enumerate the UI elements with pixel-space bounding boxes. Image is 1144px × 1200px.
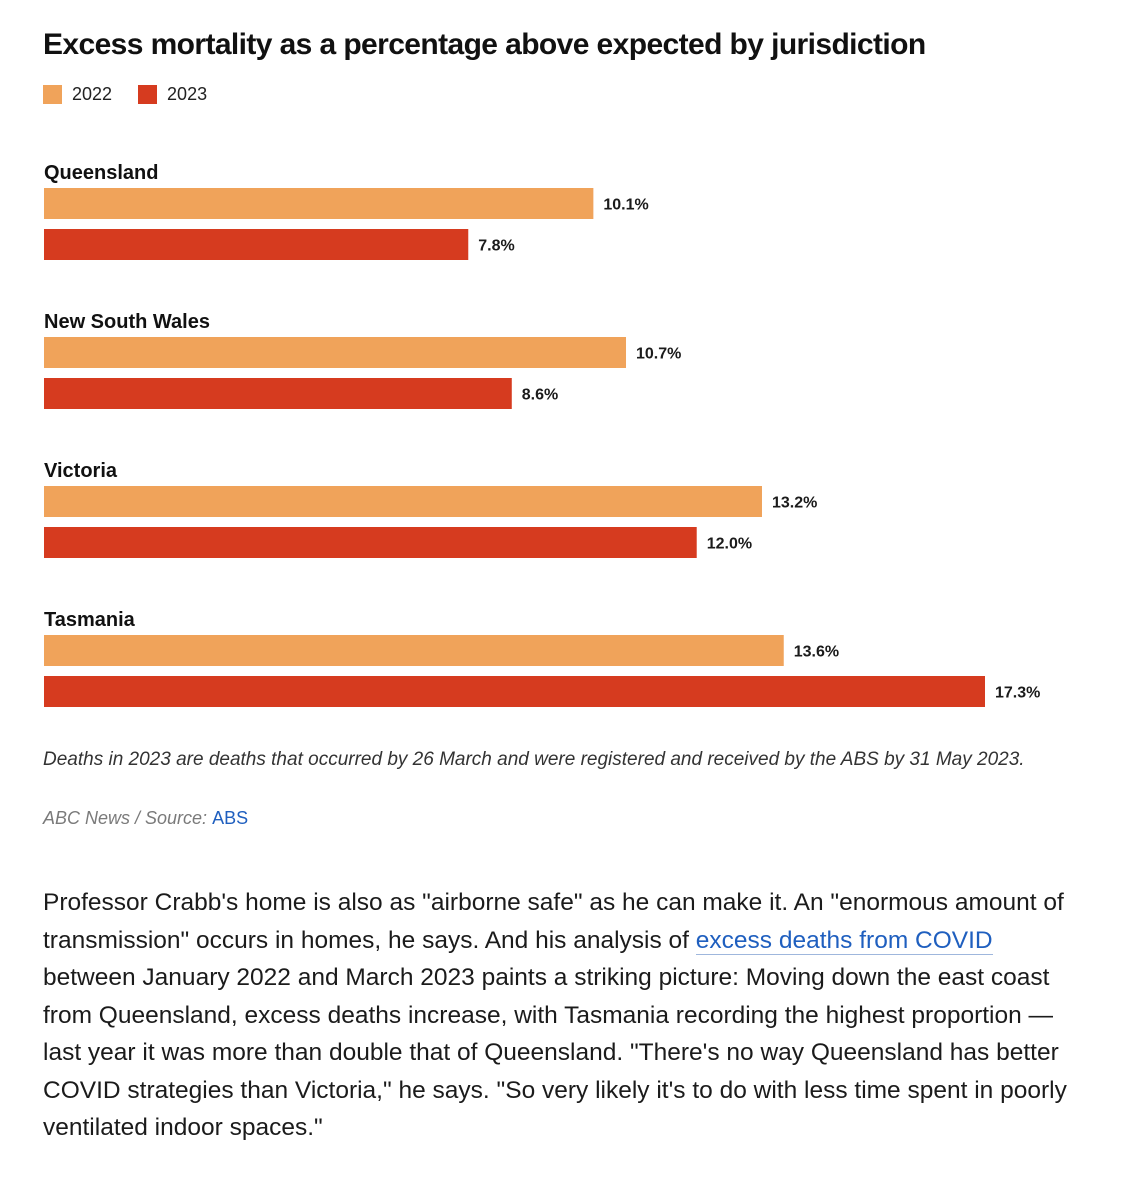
- bar-2022: [44, 486, 762, 517]
- value-label: 13.6%: [794, 644, 839, 661]
- credit-text: ABC News / Source:: [43, 808, 213, 828]
- bar-chart: Queensland 10.1% 7.8% New South Wales 10.7% 8…: [44, 162, 1040, 707]
- value-label: 8.6%: [522, 387, 558, 404]
- bar-2023: [44, 229, 469, 260]
- legend-label-2022: 2022: [72, 84, 113, 104]
- article-text-before: Professor Crabb's home is also as "airbo…: [43, 889, 1064, 954]
- bar-2023: [44, 676, 985, 707]
- bar-2022: [44, 188, 594, 219]
- article-paragraph: Professor Crabb's home is also as "airbo…: [43, 884, 1083, 1147]
- category-label: Tasmania: [44, 609, 136, 631]
- legend-swatch-2022: [43, 85, 62, 104]
- source-link[interactable]: ABS: [212, 808, 249, 828]
- value-label: 17.3%: [995, 685, 1040, 702]
- legend-label-2023: 2023: [167, 84, 208, 104]
- chart-note: Deaths in 2023 are deaths that occurred …: [43, 749, 1025, 770]
- chart-credit: ABC News / Source: ABS: [43, 808, 248, 829]
- legend-item-2023: 2023: [138, 84, 207, 105]
- chart-title: Excess mortality as a percentage above e…: [43, 28, 926, 61]
- chart-legend: 2022 2023: [43, 84, 233, 105]
- value-label: 7.8%: [478, 238, 514, 255]
- value-label: 13.2%: [772, 495, 817, 512]
- excess-deaths-link[interactable]: excess deaths from COVID: [695, 926, 993, 955]
- bar-2022: [44, 635, 784, 666]
- bar-2023: [44, 378, 512, 409]
- value-label: 10.1%: [603, 197, 648, 214]
- category-label: Victoria: [44, 460, 118, 482]
- category-label: Queensland: [44, 162, 158, 184]
- value-label: 12.0%: [707, 536, 752, 553]
- value-label: 10.7%: [636, 346, 681, 363]
- bar-2023: [44, 527, 697, 558]
- bar-2022: [44, 337, 627, 368]
- legend-item-2022: 2022: [43, 84, 112, 105]
- category-label: New South Wales: [44, 311, 210, 333]
- article-text-after: between January 2022 and March 2023 pain…: [43, 964, 1067, 1141]
- legend-swatch-2023: [138, 85, 158, 104]
